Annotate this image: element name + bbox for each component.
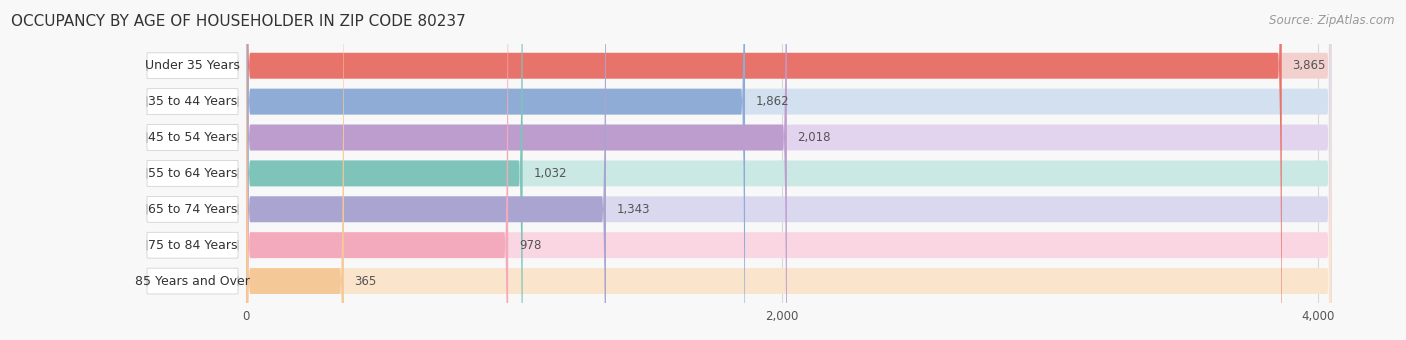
Text: 85 Years and Over: 85 Years and Over [135,275,250,288]
Text: 1,032: 1,032 [533,167,567,180]
Text: 35 to 44 Years: 35 to 44 Years [148,95,238,108]
FancyBboxPatch shape [246,0,1331,340]
Text: 45 to 54 Years: 45 to 54 Years [148,131,238,144]
FancyBboxPatch shape [148,160,238,186]
Text: 2,018: 2,018 [797,131,831,144]
Text: 75 to 84 Years: 75 to 84 Years [148,239,238,252]
FancyBboxPatch shape [148,89,238,115]
Text: Source: ZipAtlas.com: Source: ZipAtlas.com [1270,14,1395,27]
FancyBboxPatch shape [246,0,1331,340]
FancyBboxPatch shape [246,0,787,340]
FancyBboxPatch shape [148,197,238,222]
Text: 1,343: 1,343 [617,203,650,216]
Text: 3,865: 3,865 [1292,59,1326,72]
FancyBboxPatch shape [148,268,238,294]
FancyBboxPatch shape [148,232,238,258]
FancyBboxPatch shape [148,53,238,79]
FancyBboxPatch shape [246,0,1331,340]
Text: 365: 365 [354,275,377,288]
FancyBboxPatch shape [246,0,508,340]
FancyBboxPatch shape [246,0,1331,340]
FancyBboxPatch shape [246,0,1331,340]
FancyBboxPatch shape [246,0,344,340]
FancyBboxPatch shape [246,0,1331,340]
Text: 978: 978 [519,239,541,252]
FancyBboxPatch shape [148,124,238,150]
Text: Under 35 Years: Under 35 Years [145,59,240,72]
Text: 65 to 74 Years: 65 to 74 Years [148,203,238,216]
Text: 1,862: 1,862 [756,95,789,108]
Text: OCCUPANCY BY AGE OF HOUSEHOLDER IN ZIP CODE 80237: OCCUPANCY BY AGE OF HOUSEHOLDER IN ZIP C… [11,14,465,29]
Text: 55 to 64 Years: 55 to 64 Years [148,167,238,180]
FancyBboxPatch shape [246,0,523,340]
FancyBboxPatch shape [246,0,1282,340]
FancyBboxPatch shape [246,0,1331,340]
FancyBboxPatch shape [246,0,745,340]
FancyBboxPatch shape [246,0,606,340]
